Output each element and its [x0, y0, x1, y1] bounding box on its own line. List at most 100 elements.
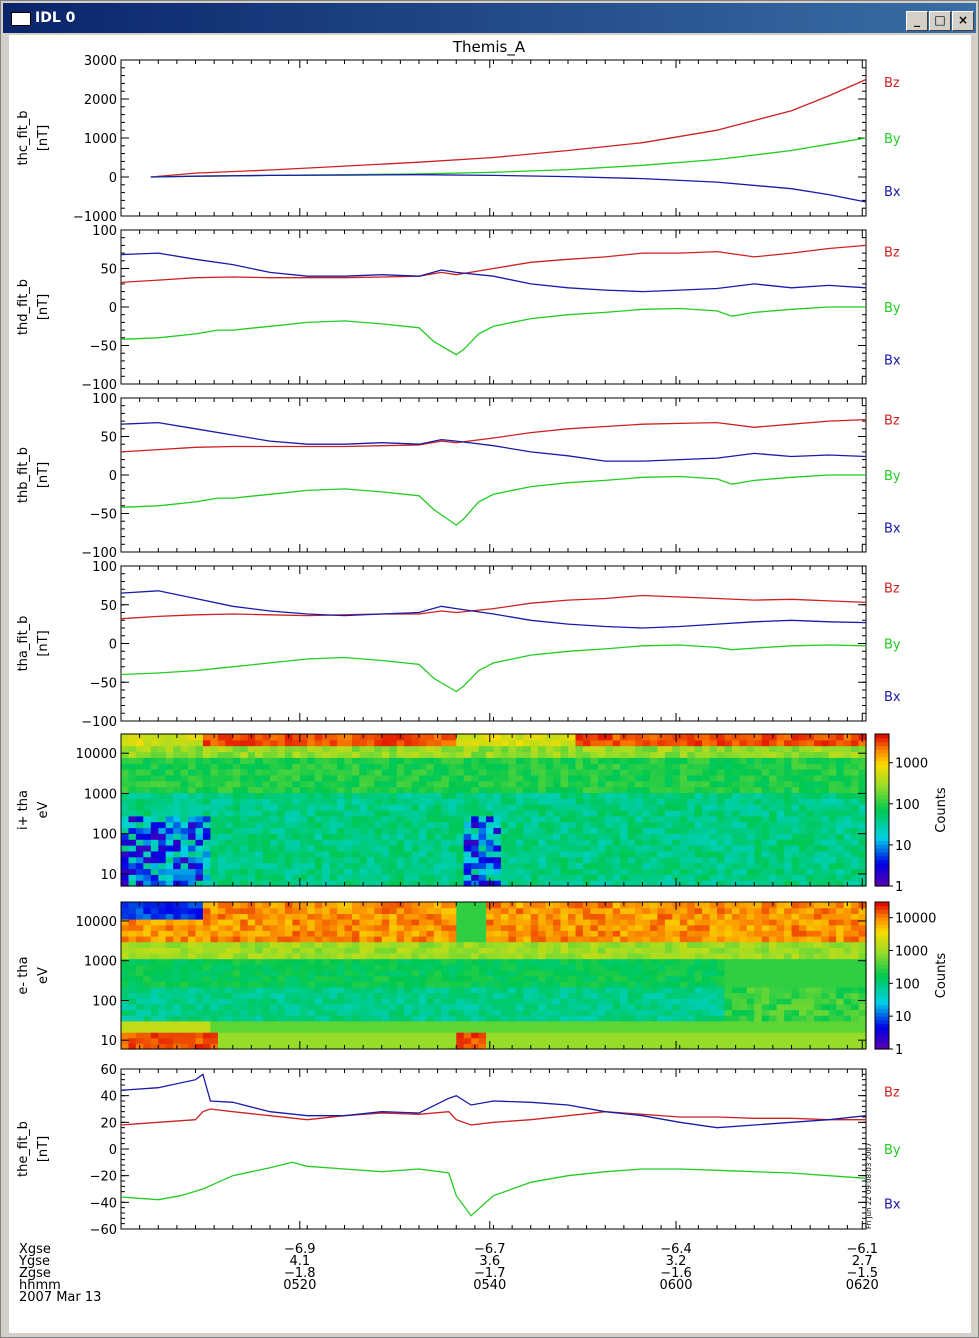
spectrogram-cell	[337, 792, 346, 799]
spectrogram-cell	[553, 1015, 562, 1022]
spectrogram-cell	[664, 734, 673, 741]
spectrogram-cell	[761, 757, 770, 764]
spectrogram-cell	[448, 862, 457, 869]
spectrogram-cell	[605, 856, 614, 864]
spectrogram-cell	[709, 780, 718, 788]
spectrogram-cell	[478, 992, 487, 999]
spectrogram-cell	[746, 745, 755, 753]
spectrogram-cell	[135, 975, 144, 982]
spectrogram-cell	[344, 947, 353, 954]
spectrogram-cell	[121, 902, 130, 909]
spectrogram-cell	[463, 757, 472, 764]
minimize-button[interactable]: _	[906, 11, 928, 31]
maximize-button[interactable]: □	[929, 11, 951, 31]
spectrogram-cell	[217, 986, 226, 994]
title-bar[interactable]: IDL 0 _ □ ×	[3, 3, 976, 33]
spectrogram-cell	[500, 975, 509, 982]
spectrogram-cell	[262, 810, 271, 817]
spectrogram-cell	[232, 907, 241, 914]
spectrogram-cell	[404, 821, 413, 829]
spectrogram-cell	[530, 868, 539, 875]
spectrogram-cell	[441, 868, 450, 875]
spectrogram-cell	[404, 941, 413, 948]
spectrogram-cell	[225, 815, 234, 823]
spectrogram-cell	[158, 839, 167, 846]
spectrogram-cell	[858, 821, 867, 829]
spectrogram-cell	[530, 780, 539, 788]
spectrogram-cell	[135, 930, 144, 937]
spectrogram-cell	[270, 1009, 279, 1016]
spectrogram-cell	[255, 757, 264, 764]
spectrogram-cell	[284, 786, 293, 793]
spectrogram-cell	[776, 815, 785, 823]
spectrogram-cell	[500, 1043, 509, 1050]
spectrogram-cell	[359, 913, 368, 920]
spectrogram-cell	[143, 774, 152, 782]
spectrogram-cell	[180, 1009, 189, 1016]
spectrogram-cell	[396, 947, 405, 954]
spectrogram-cell	[344, 935, 353, 943]
spectrogram-cell	[478, 1020, 487, 1027]
spectrogram-cell	[150, 919, 159, 926]
spectrogram-cell	[657, 792, 666, 799]
spectrogram-cell	[173, 913, 182, 920]
spectrogram-cell	[143, 986, 152, 994]
spectrogram-cell	[627, 745, 636, 753]
spectrogram-cell	[545, 1003, 554, 1011]
spectrogram-cell	[754, 769, 763, 776]
spectrogram-cell	[441, 821, 450, 829]
spectrogram-cell	[307, 786, 316, 793]
spectrogram-cell	[545, 833, 554, 840]
spectrogram-cell	[769, 856, 778, 864]
spectrogram-cell	[538, 745, 547, 753]
spectrogram-cell	[277, 850, 286, 858]
spectrogram-cell	[188, 862, 197, 869]
spectrogram-cell	[210, 792, 219, 799]
spectrogram-cell	[523, 930, 532, 937]
spectrogram-cell	[769, 868, 778, 875]
spectrogram-cell	[202, 739, 211, 747]
spectrogram-cell	[240, 798, 249, 805]
colorbar-segment	[875, 867, 889, 872]
spectrogram-cell	[515, 964, 524, 971]
spectrogram-cell	[337, 874, 346, 881]
spectrogram-cell	[247, 998, 256, 1005]
spectrogram-cell	[121, 856, 130, 864]
spectrogram-cell	[784, 868, 793, 875]
series-line-by	[120, 306, 866, 356]
spectrogram-cell	[173, 862, 182, 869]
spectrogram-cell	[135, 992, 144, 999]
spectrogram-cell	[545, 804, 554, 811]
spectrogram-cell	[448, 868, 457, 875]
spectrogram-cell	[523, 874, 532, 881]
spectrogram-cell	[836, 815, 845, 823]
spectrogram-cell	[702, 804, 711, 811]
spectrogram-cell	[515, 981, 524, 988]
spectrogram-cell	[433, 992, 442, 999]
spectrogram-cell	[672, 786, 681, 793]
spectrogram-cell	[486, 924, 495, 931]
spectrogram-cell	[657, 804, 666, 811]
spectrogram-cell	[419, 992, 428, 999]
spectrogram-cell	[799, 810, 808, 817]
spectrogram-cell	[359, 981, 368, 988]
spectrogram-cell	[277, 734, 286, 741]
spectrogram-cell	[605, 850, 614, 858]
spectrogram-cell	[590, 850, 599, 858]
spectrogram-cell	[731, 739, 740, 747]
spectrogram-cell	[709, 769, 718, 776]
spectrogram-cell	[210, 992, 219, 999]
spectrogram-cell	[821, 739, 830, 747]
spectrogram-cell	[515, 975, 524, 982]
series-line-bx	[120, 590, 867, 629]
spectrogram-cell	[545, 1032, 554, 1039]
spectrogram-cell	[754, 745, 763, 753]
spectrogram-cell	[180, 998, 189, 1005]
spectrogram-cell	[374, 1037, 383, 1044]
spectrogram-cell	[247, 919, 256, 926]
close-button[interactable]: ×	[952, 11, 974, 31]
spectrogram-cell	[426, 1015, 435, 1022]
spectrogram-cell	[404, 992, 413, 999]
spectrogram-cell	[165, 868, 174, 875]
spectrogram-cell	[657, 810, 666, 817]
